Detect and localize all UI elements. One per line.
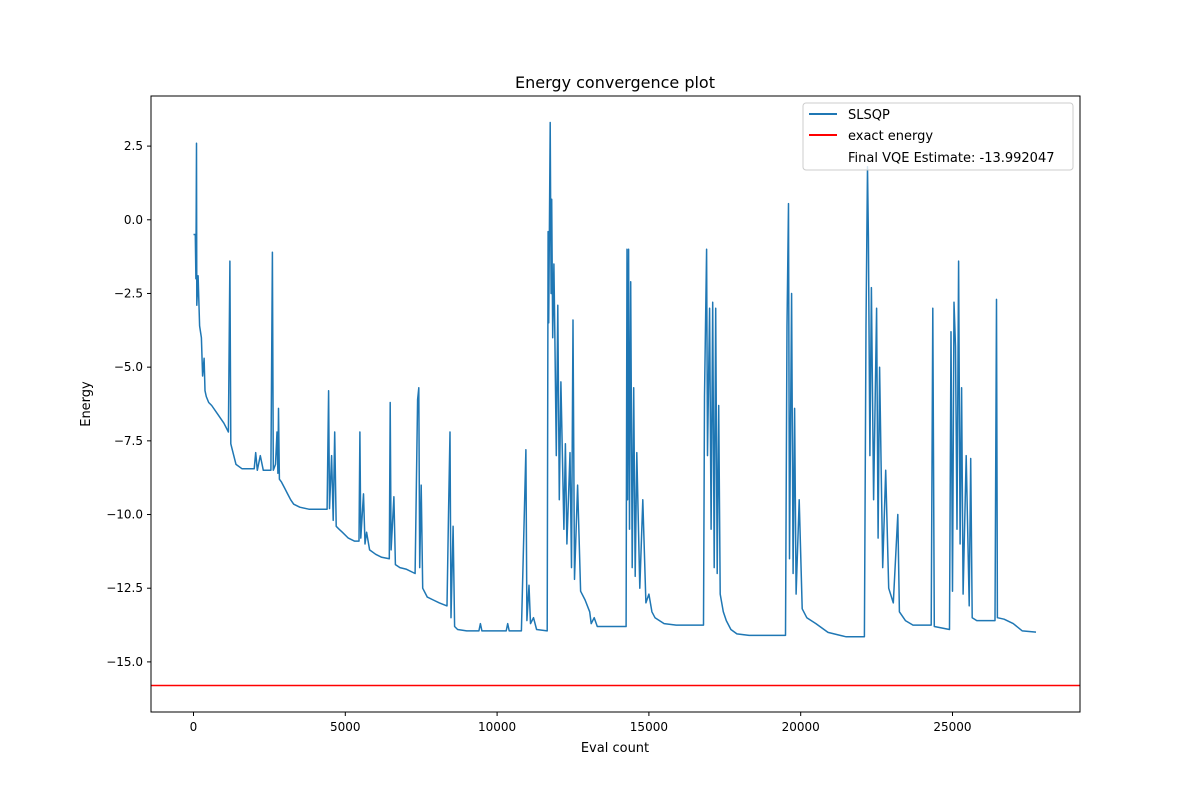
y-tick-label: −5.0 — [114, 360, 143, 374]
y-axis: 2.5 0.0 −2.5 −5.0 −7.5 −10.0 −12.5 −15.0 — [106, 139, 151, 669]
y-tick-label: −15.0 — [106, 655, 143, 669]
x-axis: 0 5000 10000 15000 20000 25000 — [190, 712, 972, 734]
x-tick-label: 5000 — [330, 720, 361, 734]
x-axis-label: Eval count — [581, 741, 649, 756]
y-tick-label: −12.5 — [106, 581, 143, 595]
plot-frame — [150, 95, 1081, 713]
y-tick-label: 2.5 — [124, 139, 143, 153]
legend-label-exact-energy: exact energy — [848, 129, 933, 144]
legend-box — [802, 102, 1074, 171]
series-line-slsqp — [193, 121, 1037, 638]
x-tick-label: 15000 — [630, 720, 668, 734]
y-axis-label: Energy — [79, 381, 94, 427]
y-tick-label: −2.5 — [114, 286, 143, 300]
chart-title: Energy convergence plot — [515, 73, 715, 92]
x-tick-label: 25000 — [933, 720, 971, 734]
y-tick-label: −7.5 — [114, 434, 143, 448]
x-tick-label: 0 — [190, 720, 198, 734]
legend-label-final-estimate: Final VQE Estimate: -13.992047 — [848, 151, 1055, 166]
y-tick-label: −10.0 — [106, 508, 143, 522]
plot-area — [150, 95, 1081, 713]
legend: SLSQP exact energy Final VQE Estimate: -… — [802, 102, 1074, 171]
y-tick-label: 0.0 — [124, 213, 143, 227]
x-tick-label: 10000 — [478, 720, 516, 734]
x-tick-label: 20000 — [782, 720, 820, 734]
legend-label-slsqp: SLSQP — [848, 108, 890, 123]
